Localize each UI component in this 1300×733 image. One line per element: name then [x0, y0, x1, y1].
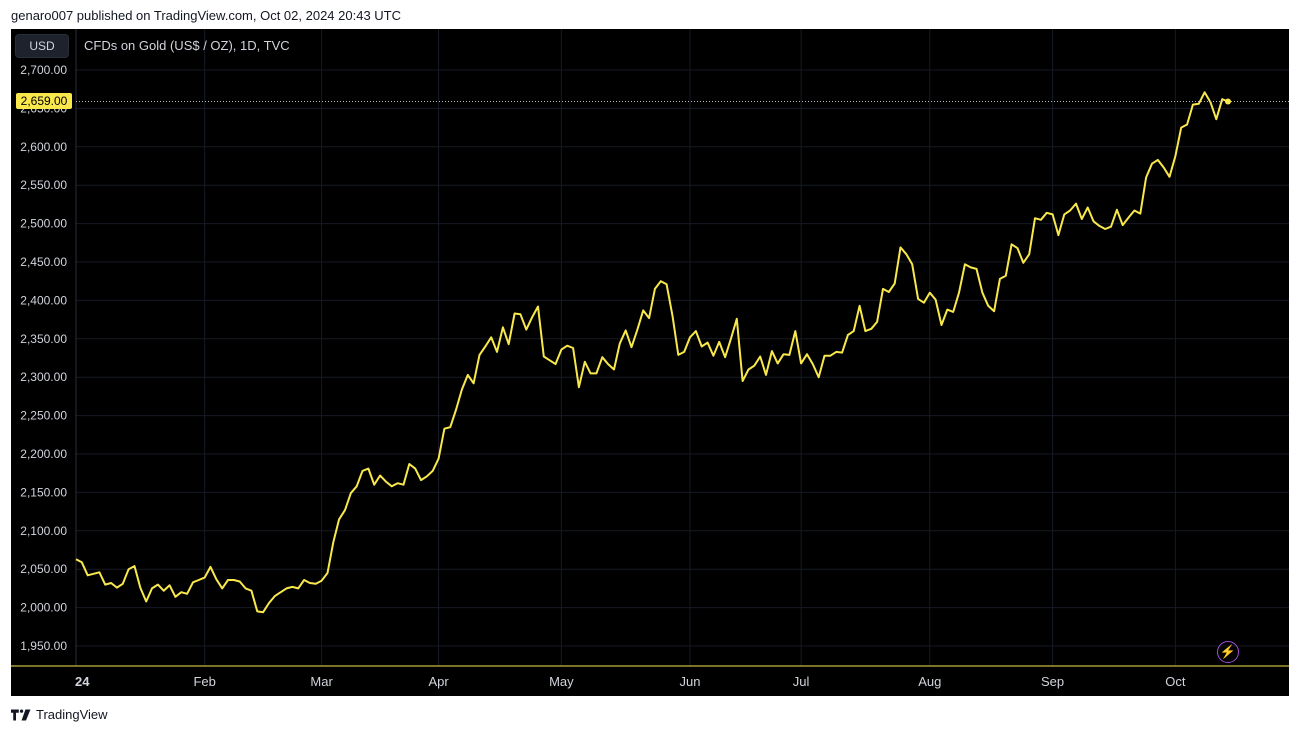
lightning-icon[interactable]: ⚡ [1217, 641, 1239, 663]
y-tick-label: 2,000.00 [20, 601, 67, 615]
y-tick-label: 2,400.00 [20, 293, 67, 307]
y-tick-label: 2,250.00 [20, 409, 67, 423]
price-chart[interactable]: 1,950.00 2,000.00 2,050.00 2,100.00 2,150.00… [11, 29, 1289, 696]
brand-footer: TradingView [11, 707, 108, 722]
last-price-dot [1225, 98, 1231, 105]
x-tick-label: Jun [680, 674, 701, 689]
y-tick-label: 2,300.00 [20, 370, 67, 384]
y-tick-label: 2,500.00 [20, 217, 67, 231]
chart-panel[interactable]: 1,950.00 2,000.00 2,050.00 2,100.00 2,150.00… [11, 29, 1289, 696]
x-tick-label: May [549, 674, 574, 689]
last-price-label: 2,659.00 [16, 93, 72, 110]
x-tick-label: Jul [793, 674, 810, 689]
y-tick-label: 1,950.00 [20, 639, 67, 653]
currency-button[interactable]: USD [15, 34, 69, 58]
brand-name: TradingView [36, 707, 108, 722]
y-tick-label: 2,550.00 [20, 178, 67, 192]
y-tick-label: 2,150.00 [20, 485, 67, 499]
tradingview-logo-icon [11, 708, 31, 721]
y-tick-label: 2,600.00 [20, 140, 67, 154]
x-tick-label: Feb [193, 674, 215, 689]
x-tick-label: Mar [310, 674, 333, 689]
x-tick-label: Aug [918, 674, 941, 689]
y-tick-label: 2,450.00 [20, 255, 67, 269]
y-tick-label: 2,700.00 [20, 63, 67, 77]
x-tick-label: Sep [1041, 674, 1064, 689]
y-tick-label: 2,200.00 [20, 447, 67, 461]
y-tick-label: 2,050.00 [20, 562, 67, 576]
y-tick-label: 2,100.00 [20, 524, 67, 538]
x-tick-label: Apr [428, 674, 449, 689]
x-tick-label: Oct [1165, 674, 1186, 689]
x-tick-label: 24 [75, 674, 90, 689]
publish-header: genaro007 published on TradingView.com, … [11, 8, 402, 23]
y-tick-label: 2,350.00 [20, 332, 67, 346]
symbol-legend-title: CFDs on Gold (US$ / OZ), 1D, TVC [84, 38, 290, 53]
price-series-line [75, 91, 1229, 614]
